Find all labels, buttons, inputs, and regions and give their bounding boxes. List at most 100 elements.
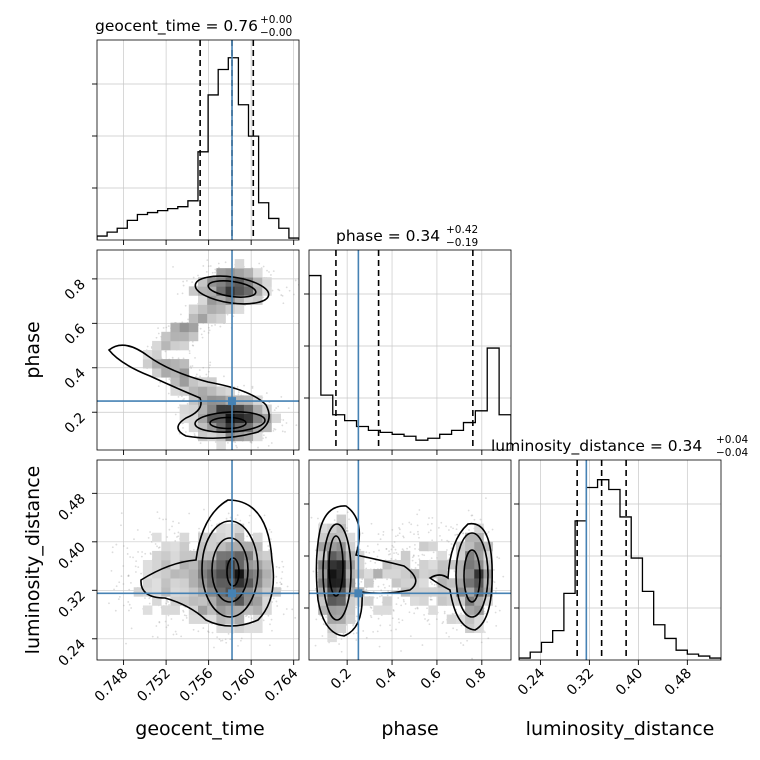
sample-point	[452, 627, 455, 630]
sample-point	[111, 546, 114, 549]
sample-point	[189, 365, 192, 368]
panel-phase-vs-geocent	[96, 249, 300, 451]
sample-point	[147, 536, 150, 539]
sample-point	[211, 631, 214, 634]
sample-point	[127, 574, 130, 577]
sample-point	[269, 623, 271, 626]
sample-point	[167, 614, 170, 617]
sample-point	[279, 581, 282, 584]
sample-point	[269, 538, 272, 541]
sample-point	[174, 630, 177, 633]
sample-point	[127, 601, 130, 603]
sample-point	[266, 269, 268, 272]
density-cell	[225, 569, 236, 579]
density-cell	[198, 295, 208, 305]
density-cell	[198, 286, 208, 296]
density-cell	[188, 614, 199, 624]
density-cell	[170, 550, 180, 561]
sample-point	[118, 581, 121, 584]
sample-point	[245, 615, 247, 618]
density-cell	[243, 623, 254, 634]
truth-marker	[228, 589, 237, 598]
density-cell	[188, 377, 199, 387]
density-cell	[198, 614, 208, 624]
panel-phase-hist	[308, 249, 512, 451]
density-cell	[152, 569, 162, 579]
sample-point	[211, 271, 214, 274]
sample-point	[209, 364, 211, 367]
sample-point	[208, 366, 211, 369]
sample-point	[207, 265, 210, 268]
sample-point	[199, 442, 202, 445]
sample-point	[137, 551, 139, 553]
density-cell	[216, 532, 226, 543]
sample-point	[201, 336, 204, 339]
density-cell	[243, 422, 254, 433]
sample-point	[386, 594, 389, 597]
density-cell	[253, 541, 263, 552]
sample-point	[128, 588, 131, 591]
sample-point	[94, 571, 96, 573]
density-cell	[188, 578, 199, 588]
sample-point	[207, 631, 210, 634]
sample-point	[219, 325, 222, 328]
sample-point	[237, 644, 239, 647]
density-cell	[179, 359, 190, 369]
sample-point	[135, 560, 138, 563]
sample-point	[273, 428, 275, 430]
sample-point	[191, 365, 194, 367]
density-cell	[234, 286, 245, 296]
density-cell	[216, 295, 226, 305]
density-cell	[225, 404, 236, 414]
sample-point	[468, 529, 470, 531]
density-cell	[243, 295, 254, 305]
histogram-phase	[309, 274, 511, 450]
sample-point	[202, 265, 205, 267]
histogram-geocent-time	[97, 57, 299, 240]
density-cell	[234, 523, 245, 534]
sample-point	[159, 381, 162, 384]
sample-point	[162, 518, 165, 521]
density-cell	[207, 386, 217, 396]
density-cell	[234, 532, 245, 543]
sample-point	[207, 630, 209, 633]
density-cell	[179, 532, 190, 543]
sample-point	[141, 551, 144, 553]
density-cell	[253, 268, 263, 278]
sample-point	[207, 326, 210, 329]
sample-point	[217, 266, 220, 269]
sample-point	[125, 642, 127, 645]
sample-point	[281, 571, 284, 573]
sample-point	[217, 262, 220, 265]
sample-point	[180, 395, 183, 398]
density-cell	[161, 587, 171, 597]
density-cell	[152, 596, 162, 606]
sample-point	[370, 616, 373, 619]
density-cell	[234, 259, 245, 269]
density-cell	[198, 431, 208, 442]
sample-point	[467, 509, 470, 512]
sample-point	[206, 259, 209, 262]
sample-point	[346, 529, 348, 532]
sample-point	[285, 422, 288, 424]
panel-00-frame	[96, 39, 300, 241]
sample-point	[195, 375, 197, 378]
sample-point	[268, 548, 271, 551]
sample-point	[225, 641, 228, 644]
sample-point	[487, 637, 490, 640]
sample-point	[111, 551, 114, 554]
sample-point	[277, 405, 280, 408]
sample-point	[294, 617, 297, 619]
density-cell	[243, 550, 254, 561]
density-cell	[262, 605, 272, 615]
sample-point	[248, 521, 250, 524]
density-cell	[207, 431, 217, 442]
density-cell	[170, 569, 180, 579]
sample-point	[120, 524, 122, 527]
density-cell	[207, 614, 217, 624]
density-cell	[262, 578, 272, 588]
sample-point	[408, 611, 411, 614]
sample-point	[281, 430, 284, 433]
density-cell	[243, 286, 254, 296]
sample-point	[120, 575, 123, 578]
